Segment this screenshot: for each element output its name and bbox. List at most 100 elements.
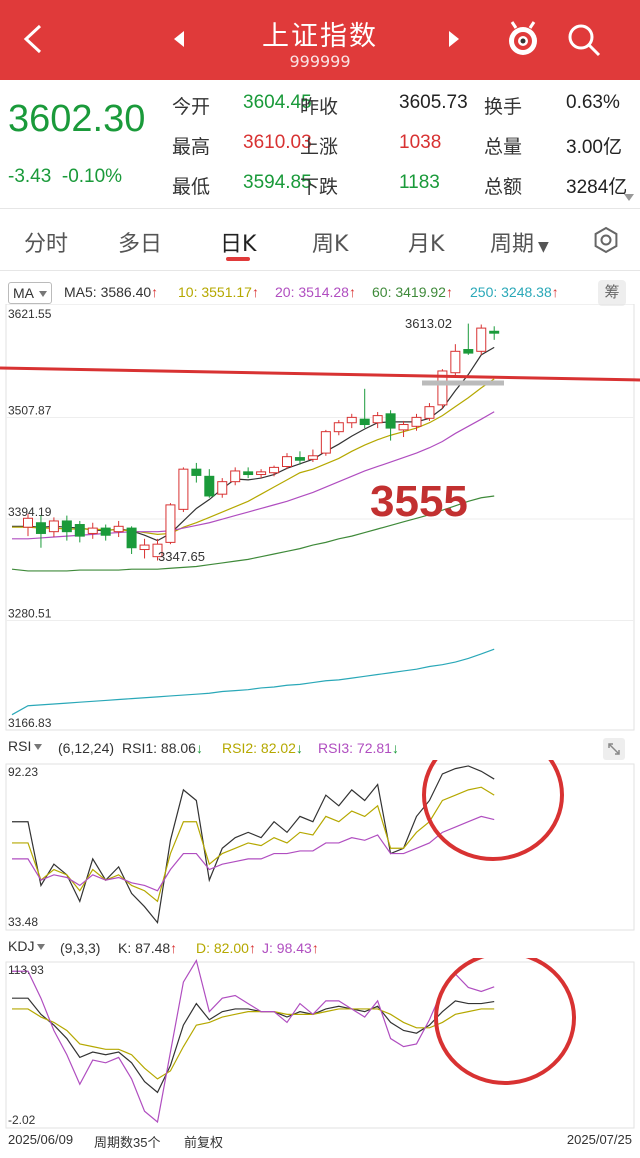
quote-value: 3.00亿 (566, 137, 622, 158)
candle-body (217, 481, 228, 495)
page-title: 上证指数 (262, 21, 378, 52)
quote-value: 3604.45 (243, 92, 312, 113)
kline-chart[interactable]: 3621.55 3507.87 3394.19 3280.51 3166.83 3613.… (0, 304, 640, 734)
expand-icon[interactable] (624, 194, 634, 201)
candle-body (463, 349, 474, 354)
quote-label: 昨收 (300, 96, 339, 118)
legend-item: MA5: 3586.40↑ (64, 284, 159, 300)
prev-icon[interactable] (172, 30, 186, 48)
kdj-line-j (12, 958, 495, 1124)
quote-value: 1183 (399, 172, 440, 193)
candle-body (178, 468, 189, 510)
candle-body (476, 327, 487, 352)
last-price: 3602.30 (8, 98, 146, 140)
quote-label: 最低 (172, 176, 211, 198)
low-price-label: 3347.65 (158, 549, 205, 564)
quote-value: 3284亿 (566, 177, 628, 198)
settings-icon[interactable] (592, 226, 620, 254)
y-axis-label: 3280.51 (8, 607, 52, 621)
header: 上证指数 999999 (0, 0, 640, 80)
y-axis-label: 33.48 (8, 915, 38, 929)
candle-body (372, 415, 383, 424)
candle-body (113, 525, 124, 533)
back-icon[interactable] (18, 22, 52, 56)
legend-item: 20: 3514.28↑ (275, 284, 356, 300)
panel-frame (5, 961, 635, 1129)
period-tabs: 分时 多日 日K 周K 月K 周期 ▼ (0, 210, 640, 270)
ma-legend: MA MA5: 3586.40↑ 10: 3551.17↑ 20: 3514.28↑… (0, 280, 640, 306)
quote-value: 1038 (399, 132, 442, 153)
adjust-mode[interactable]: 前复权 (184, 1135, 224, 1150)
tab-zhouk[interactable]: 周K (312, 232, 349, 257)
quote-value: 3610.03 (243, 132, 312, 153)
high-price-label: 3613.02 (405, 316, 452, 331)
quote-value: 3605.73 (399, 92, 468, 113)
candle-body (333, 422, 344, 433)
y-axis-label: 3166.83 (8, 716, 52, 730)
kdj-line-d (12, 1008, 495, 1080)
quote-label: 上涨 (300, 136, 339, 158)
tab-zhouqi[interactable]: 周期 ▼ (490, 232, 549, 257)
ma-line-ma250 (11, 648, 495, 716)
period-count: 周期数35个 (94, 1135, 161, 1150)
candle-body (359, 418, 370, 426)
indicator-select[interactable]: MA (8, 282, 52, 304)
legend-item: 250: 3248.38↑ (470, 284, 559, 300)
rsi-legend: RSI (6,12,24) RSI1: 88.06↓ RSI2: 82.02↓ RSI… (0, 738, 640, 760)
candle-body (23, 517, 33, 528)
indicator-params: (6,12,24) (58, 740, 115, 756)
legend-item: J: 98.43↑ (262, 940, 319, 956)
quote-label: 总额 (484, 176, 523, 198)
candle-body (165, 504, 176, 543)
candle-body (100, 527, 111, 536)
quote-value: 3594.85 (243, 172, 312, 193)
rsi-chart[interactable]: 92.23 33.48 (0, 760, 640, 932)
chip-distribution-button[interactable]: 筹 (598, 280, 626, 306)
candle-body (35, 522, 46, 534)
tab-yuek[interactable]: 月K (408, 232, 445, 257)
kdj-chart[interactable]: 113.93 -2.02 (0, 958, 640, 1130)
legend-item: K: 87.48↑ (118, 940, 178, 956)
quote-label: 今开 (172, 96, 211, 118)
indicator-params: (9,3,3) (60, 940, 101, 956)
candle-body (307, 455, 318, 460)
candle-body (87, 527, 98, 534)
tab-fenshi[interactable]: 分时 (24, 232, 69, 257)
tab-rik[interactable]: 日K (220, 232, 257, 257)
highlight-circle (422, 760, 564, 861)
candle-body (126, 527, 137, 549)
candle-body (230, 470, 241, 483)
y-axis-label: 3394.19 (8, 505, 52, 519)
candle-body (256, 471, 267, 476)
quote-label: 换手 (484, 96, 523, 118)
chart-frame (5, 304, 635, 731)
legend-item: 10: 3551.17↑ (178, 284, 259, 300)
expand-icon[interactable] (603, 738, 625, 760)
candle-body (204, 475, 215, 497)
search-icon[interactable] (566, 22, 602, 58)
rsi-select[interactable]: RSI (8, 738, 43, 754)
y-axis-label: 3621.55 (8, 307, 52, 321)
start-date: 2025/06/09 (8, 1132, 74, 1147)
candle-body (191, 468, 202, 476)
legend-item: D: 82.00↑ (196, 940, 256, 956)
y-axis-label: 92.23 (8, 765, 38, 779)
candle-body (139, 544, 150, 551)
robot-icon[interactable] (504, 20, 542, 58)
quote-label: 下跌 (300, 176, 339, 198)
candle-body (489, 330, 500, 334)
tab-duori[interactable]: 多日 (118, 232, 163, 257)
candle-body (243, 471, 254, 476)
kdj-legend: KDJ (9,3,3) K: 87.48↑ D: 82.00↑ J: 98.43↑ (0, 938, 640, 960)
rsi-line-rsi1 (12, 765, 495, 925)
kdj-select[interactable]: KDJ (8, 938, 46, 954)
quote-panel: 3602.30 -3.43 -0.10% 今开 3604.45 昨收 3605.73 换… (0, 80, 640, 208)
stock-code: 999999 (289, 52, 351, 71)
candle-body (320, 431, 331, 454)
candle-body (282, 456, 292, 467)
next-icon[interactable] (447, 30, 461, 48)
candle-body (48, 520, 59, 533)
end-date: 2025/07/25 (566, 1132, 632, 1147)
active-tab-indicator (226, 257, 250, 261)
highlight-circle (434, 958, 576, 1085)
